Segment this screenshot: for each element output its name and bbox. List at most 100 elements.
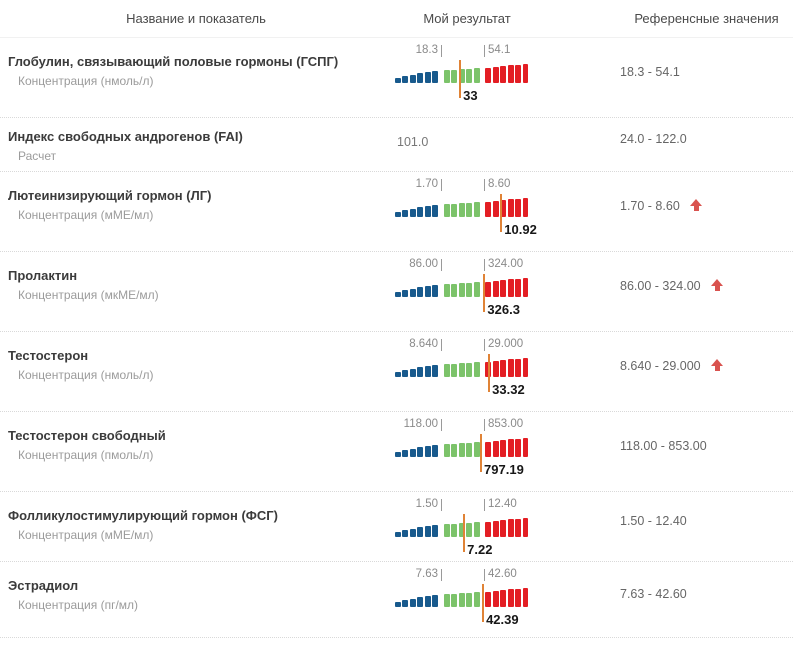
range-bar [466,283,473,297]
range-bar [409,449,416,457]
range-min-label: 1.70 [415,178,438,190]
table-row: Пролактин Концентрация (мкМЕ/мл) 86.00 3… [0,252,793,332]
range-bar [492,441,499,457]
indicator-name: Концентрация (мМЕ/мл) [18,527,154,542]
range-min-tick [441,419,442,431]
range-max-label: 54.1 [488,44,511,56]
range-bars [395,588,530,607]
range-bar [485,592,492,607]
reference-range: 86.00 - 324.00 [620,278,701,293]
range-bar [409,209,416,217]
range-bar [485,282,492,297]
range-bar [402,370,409,377]
result-value: 33.32 [492,382,525,397]
range-bar [451,284,458,297]
result-value: 42.39 [486,612,519,627]
above-range-arrow-icon [710,359,724,372]
range-bar [515,439,521,457]
result-marker-line [483,274,486,312]
range-bar [500,590,507,607]
range-bar [522,438,529,457]
range-bar [402,76,409,83]
range-bar [458,283,465,297]
range-bar [443,364,450,377]
range-bar-chart: 118.00 853.00 797.19 [395,418,530,482]
analyte-name: Глобулин, связывающий половые гормоны (Г… [8,54,339,69]
range-bar [458,203,465,217]
range-bar [466,203,473,217]
range-min-label: 118.00 [403,418,438,430]
range-bar [424,72,431,83]
range-bar [500,66,507,83]
range-bar [451,594,458,607]
result-value: 10.92 [504,222,537,237]
range-bar [395,532,401,537]
result-value: 326.3 [487,302,520,317]
range-bar [507,279,514,297]
range-bar [443,594,450,607]
range-bar [443,204,450,217]
range-bar [500,360,507,377]
range-bar [432,71,439,83]
range-bar [402,600,409,607]
range-bar [492,281,499,297]
result-marker-line [500,194,503,232]
range-bar [432,205,439,217]
indicator-name: Концентрация (нмоль/л) [18,367,154,382]
indicator-name: Расчет [18,148,57,163]
range-bar [443,524,450,537]
range-bars [395,64,530,83]
range-bar [432,595,439,607]
range-min-label: 86.00 [409,258,438,270]
range-bar [500,440,507,457]
range-bar [458,443,465,457]
range-bars [395,278,530,297]
range-bar [417,287,424,297]
range-bar [458,593,465,607]
range-bar [451,524,458,537]
range-bar [402,290,409,297]
indicator-name: Концентрация (мМЕ/мл) [18,207,154,222]
range-bar [473,362,480,377]
range-max-tick [484,179,485,191]
range-bars [395,198,530,217]
reference-range: 8.640 - 29.000 [620,358,701,373]
range-max-label: 29.000 [488,338,524,350]
table-row: Индекс свободных андрогенов (FAI) Расчет… [0,118,793,172]
range-bar [492,591,499,607]
range-bar [402,530,409,537]
range-min-tick [441,339,442,351]
range-bar [417,207,424,217]
range-bar [409,599,416,607]
result-marker-line [463,514,466,552]
reference-range: 1.50 - 12.40 [620,513,687,528]
range-bar [507,199,514,217]
range-bar [473,202,480,217]
analyte-name: Тестостерон [8,348,89,363]
header-name-indicator: Название и показатель [126,11,266,26]
range-bar [451,444,458,457]
range-bar [424,596,431,607]
results-table-body: Глобулин, связывающий половые гормоны (Г… [0,38,793,638]
above-range-arrow-icon [710,279,724,292]
table-row: Фолликулостимулирующий гормон (ФСГ) Конц… [0,492,793,562]
range-min-tick [441,259,442,271]
range-bar [402,450,409,457]
range-bars [395,438,530,457]
reference-range: 24.0 - 122.0 [620,131,687,146]
range-bar [395,372,401,377]
range-bar [473,68,480,83]
range-min-label: 7.63 [415,568,438,580]
range-bar [507,359,514,377]
result-value: 797.19 [484,462,524,477]
analyte-name: Фолликулостимулирующий гормон (ФСГ) [8,508,278,523]
range-bar [485,522,492,537]
range-min-tick [441,179,442,191]
range-bar [522,64,529,83]
range-max-label: 42.60 [488,568,517,580]
range-bar [522,518,529,537]
range-bars [395,518,530,537]
range-bar [515,199,521,217]
range-max-label: 324.00 [488,258,524,270]
